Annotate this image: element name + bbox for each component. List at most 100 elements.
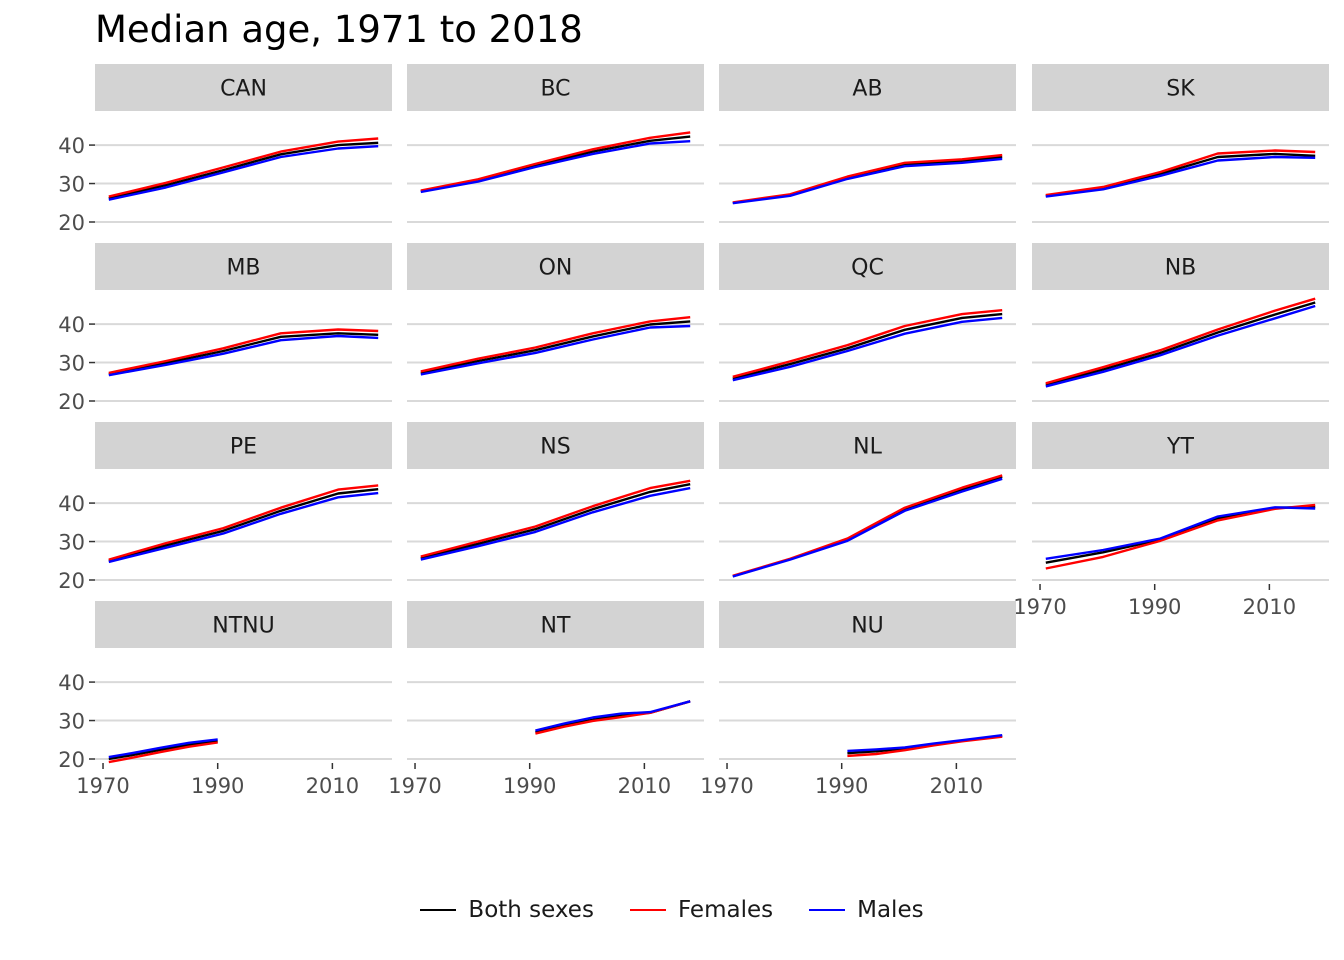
facet-label: NS	[540, 435, 570, 460]
facet-label: SK	[1166, 77, 1195, 102]
facet-panel-nl: NL	[719, 422, 1016, 581]
facet-panel-ntnu: NTNU 20 30 40 1970 1990 2010	[58, 601, 392, 798]
series-line-males	[108, 334, 379, 377]
series-line-both-sexes	[1045, 301, 1316, 386]
facet-panel-ab: AB	[719, 64, 1016, 223]
facet-label: CAN	[220, 77, 267, 102]
x-tick-label: 1990	[503, 774, 556, 798]
series-line-both-sexes	[420, 483, 691, 560]
series-line-females	[1045, 149, 1316, 197]
legend: Both sexes Females Males	[0, 890, 1344, 930]
y-tick-label: 30	[58, 173, 85, 197]
legend-label: Both sexes	[468, 897, 594, 923]
y-tick-label: 40	[58, 313, 85, 337]
x-tick-label: 1990	[191, 774, 244, 798]
series-line-females	[420, 479, 691, 558]
facet-label: QC	[851, 256, 884, 281]
series-line-males	[732, 316, 1003, 382]
facet-strip	[95, 422, 392, 469]
y-tick-label: 20	[58, 211, 85, 235]
y-tick-label: 40	[58, 134, 85, 158]
facet-strip	[95, 601, 392, 648]
facet-strip	[95, 64, 392, 111]
legend-key	[629, 909, 666, 911]
series-line-females	[108, 484, 379, 561]
x-tick-label: 1970	[700, 774, 753, 798]
series-line-males	[108, 145, 379, 201]
x-tick-label: 2010	[306, 774, 359, 798]
facet-panel-nb: NB	[1032, 243, 1329, 402]
series-line-males	[535, 700, 691, 732]
series-line-females	[732, 309, 1003, 378]
facet-strip	[1032, 243, 1329, 290]
legend-key	[809, 909, 846, 911]
facet-strip	[407, 64, 704, 111]
facet-panel-ns: NS	[407, 422, 704, 581]
facet-strip	[719, 422, 1016, 469]
chart-title: Median age, 1971 to 2018	[95, 8, 583, 51]
facet-strip	[719, 243, 1016, 290]
series-line-males	[732, 157, 1003, 205]
series-line-males	[1045, 304, 1316, 388]
facet-label: AB	[852, 77, 882, 102]
facet-label: PE	[230, 435, 257, 460]
facet-label: YT	[1166, 435, 1194, 460]
facet-strip	[719, 64, 1016, 111]
facet-panel-mb: MB 20 30 40	[58, 243, 392, 414]
x-tick-label: 1990	[1128, 595, 1181, 619]
y-tick-label: 30	[58, 710, 85, 734]
series-line-females	[732, 153, 1003, 204]
series-line-males	[420, 324, 691, 376]
y-tick-label: 30	[58, 531, 85, 555]
legend-item: Both sexes	[420, 897, 594, 923]
facet-strip	[719, 601, 1016, 648]
y-tick-label: 20	[58, 390, 85, 414]
series-line-females	[847, 735, 1003, 758]
series-line-males	[108, 491, 379, 564]
facet-panel-nu: NU 1970 1990 2010	[700, 601, 1016, 798]
series-line-males	[732, 477, 1003, 578]
facet-label: NL	[853, 435, 882, 460]
facet-panel-on: ON	[407, 243, 704, 402]
facet-label: NT	[541, 614, 571, 639]
series-line-females	[108, 328, 379, 375]
facet-strip	[1032, 422, 1329, 469]
series-line-both-sexes	[732, 312, 1003, 380]
facet-strip	[407, 422, 704, 469]
legend-key	[420, 909, 457, 911]
facet-label: BC	[540, 77, 570, 102]
facet-panel-can: CAN 20 30 40	[58, 64, 392, 235]
series-line-males	[1045, 155, 1316, 198]
legend-item: Males	[809, 897, 924, 923]
series-line-both-sexes	[108, 488, 379, 562]
series-line-both-sexes	[108, 740, 218, 761]
x-tick-label: 2010	[930, 774, 983, 798]
x-tick-label: 2010	[618, 774, 671, 798]
facet-panel-pe: PE 20 30 40	[58, 422, 392, 593]
series-line-females	[108, 137, 379, 198]
y-tick-label: 40	[58, 492, 85, 516]
series-line-both-sexes	[420, 320, 691, 375]
legend-label: Males	[857, 897, 924, 923]
series-line-both-sexes	[108, 332, 379, 376]
facet-label: NTNU	[212, 614, 274, 639]
facet-label: NB	[1165, 256, 1197, 281]
facet-panel-qc: QC	[719, 243, 1016, 402]
facet-strip	[1032, 64, 1329, 111]
facet-label: ON	[539, 256, 573, 281]
series-line-males	[420, 140, 691, 194]
facet-label: MB	[226, 256, 260, 281]
facet-strip	[95, 243, 392, 290]
series-line-females	[108, 741, 218, 764]
facet-panel-nt: NT 1970 1990 2010	[388, 601, 704, 798]
series-line-females	[535, 700, 691, 735]
series-line-males	[420, 486, 691, 561]
facet-panel-sk: SK	[1032, 64, 1329, 223]
series-line-females	[1045, 297, 1316, 385]
series-line-males	[847, 734, 1003, 753]
facet-label: NU	[851, 614, 884, 639]
series-line-females	[1045, 503, 1316, 570]
x-tick-label: 1990	[815, 774, 868, 798]
y-tick-label: 20	[58, 748, 85, 772]
y-tick-label: 30	[58, 352, 85, 376]
